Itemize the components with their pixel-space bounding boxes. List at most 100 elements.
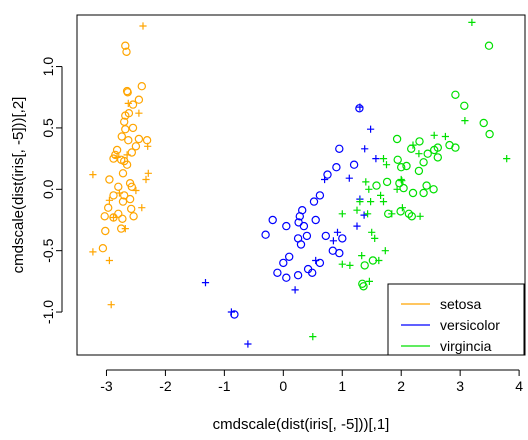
point-setosa-circle-18 — [112, 145, 122, 155]
x-tick-label: 2 — [397, 378, 405, 394]
point-setosa-circle-42 — [98, 243, 108, 253]
point-setosa-circle-28 — [127, 182, 136, 191]
point-setosa-plus-12 — [121, 225, 129, 233]
point-setosa-plus-4 — [115, 189, 123, 197]
point-versicolor-circle-11 — [311, 215, 320, 225]
x-tick-label: 4 — [515, 378, 523, 394]
x-tick-label: 1 — [338, 378, 346, 394]
point-virgincia-plus-8 — [393, 185, 401, 193]
point-setosa-plus-3 — [105, 196, 113, 204]
point-virgincia-circle-1 — [451, 90, 460, 100]
point-setosa-circle-4 — [137, 81, 146, 91]
point-virgincia-circle-24 — [408, 188, 418, 198]
point-versicolor-plus-10 — [329, 237, 337, 245]
point-versicolor-circle-14 — [261, 230, 270, 239]
point-setosa-plus-15 — [142, 175, 150, 184]
y-tick-label: -1.0 — [40, 300, 56, 324]
point-versicolor-plus-13 — [201, 279, 210, 287]
point-setosa-plus-11 — [107, 301, 115, 309]
point-virgincia-plus-17 — [338, 210, 346, 218]
point-setosa-circle-17 — [127, 148, 136, 157]
point-virgincia-circle-9 — [445, 140, 454, 150]
point-setosa-plus-16 — [123, 151, 131, 159]
point-virgincia-plus-4 — [415, 150, 423, 158]
x-tick-label: -3 — [100, 378, 113, 394]
point-setosa-circle-30 — [119, 191, 129, 200]
point-virgincia-circle-32 — [360, 261, 369, 270]
point-virgincia-plus-2 — [461, 117, 469, 125]
y-tick-label: 0.0 — [40, 179, 56, 199]
point-virgincia-plus-13 — [398, 204, 406, 212]
point-setosa-plus-10 — [105, 256, 113, 265]
y-axis: -1.0 -0.5 0.0 0.5 1.0 — [40, 57, 63, 324]
point-versicolor-circle-6 — [309, 197, 319, 206]
point-virgincia-plus-14 — [416, 212, 424, 220]
point-setosa-circle-37 — [118, 214, 127, 223]
point-setosa-circle-29 — [109, 191, 118, 200]
point-virgincia-plus-19 — [381, 247, 389, 255]
point-versicolor-plus-0 — [356, 103, 364, 111]
point-versicolor-circle-3 — [332, 162, 341, 172]
point-virgincia-plus-1 — [503, 155, 511, 163]
point-setosa-circle-13 — [124, 135, 133, 145]
point-versicolor-plus-4 — [321, 175, 329, 184]
point-versicolor-plus-2 — [361, 145, 369, 153]
point-virgincia-plus-12 — [379, 198, 388, 206]
point-versicolor-plus-12 — [291, 286, 299, 294]
point-setosa-plus-1 — [89, 171, 97, 179]
point-versicolor-circle-2 — [349, 160, 359, 169]
point-virgincia-circle-0 — [484, 41, 494, 50]
point-virgincia-circle-6 — [415, 137, 424, 146]
point-virgincia-plus-22 — [375, 256, 383, 265]
point-virgincia-circle-15 — [419, 158, 428, 167]
x-tick-label: -1 — [218, 378, 231, 394]
data-points — [89, 18, 511, 348]
point-versicolor-circle-17 — [321, 231, 330, 241]
legend-box — [387, 283, 525, 356]
point-setosa-circle-39 — [100, 212, 109, 221]
x-tick-label: 0 — [279, 378, 287, 394]
point-setosa-circle-23 — [122, 160, 132, 169]
point-versicolor-plus-15 — [244, 340, 252, 348]
x-axis: -3 -2 -1 0 1 2 3 4 — [100, 369, 523, 394]
point-setosa-circle-15 — [131, 142, 141, 151]
point-setosa-plus-7 — [144, 169, 152, 177]
point-setosa-circle-11 — [121, 124, 130, 134]
point-versicolor-plus-7 — [360, 211, 368, 219]
point-setosa-plus-6 — [135, 109, 143, 117]
point-virgincia-plus-31 — [409, 141, 417, 149]
point-virgincia-plus-7 — [398, 177, 406, 185]
point-virgincia-plus-23 — [346, 261, 354, 269]
point-setosa-circle-38 — [129, 212, 138, 221]
point-versicolor-circle-8 — [268, 215, 277, 225]
point-virgincia-circle-20 — [422, 181, 431, 190]
point-virgincia-plus-18 — [368, 228, 376, 236]
point-setosa-plus-2 — [144, 142, 152, 150]
point-setosa-circle-12 — [117, 132, 127, 141]
point-virgincia-plus-11 — [367, 198, 375, 206]
point-versicolor-plus-1 — [367, 125, 375, 133]
point-setosa-circle-34 — [103, 203, 113, 212]
point-setosa-circle-1 — [122, 47, 131, 57]
x-axis-label: cmdscale(dist(iris[, -5]))[,1] — [213, 416, 390, 433]
legend-label-setosa: setosa — [440, 296, 481, 312]
legend: setosa versicolor virgincia — [387, 283, 525, 356]
point-versicolor-circle-9 — [295, 212, 304, 221]
point-virgincia-circle-10 — [430, 145, 439, 155]
point-versicolor-circle-26 — [273, 268, 282, 277]
point-versicolor-circle-5 — [315, 191, 325, 200]
point-setosa-plus-8 — [124, 99, 132, 107]
point-virgincia-circle-2 — [460, 101, 469, 111]
point-setosa-circle-14 — [134, 134, 144, 144]
point-virgincia-plus-3 — [430, 131, 438, 139]
point-versicolor-circle-1 — [335, 144, 344, 153]
point-virgincia-circle-14 — [433, 153, 442, 162]
point-setosa-plus-17 — [113, 153, 121, 161]
point-setosa-plus-14 — [138, 204, 146, 212]
point-virgincia-circle-13 — [393, 155, 402, 164]
point-virgincia-circle-25 — [419, 188, 428, 198]
point-versicolor-circle-23 — [279, 258, 288, 268]
point-setosa-plus-5 — [109, 213, 118, 222]
point-versicolor-plus-5 — [345, 174, 353, 182]
legend-label-versicolor: versicolor — [440, 317, 500, 333]
